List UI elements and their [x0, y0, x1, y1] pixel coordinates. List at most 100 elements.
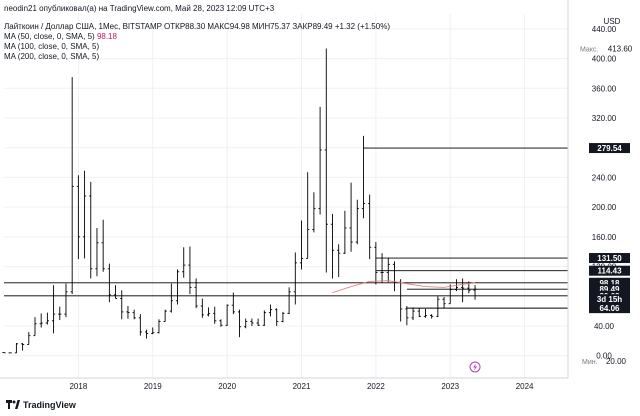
ohlc-bar	[250, 318, 254, 326]
x-tick-label: 2019	[144, 382, 162, 391]
max-marker-value: 413.60	[608, 44, 633, 53]
ohlc-bar	[275, 308, 279, 326]
price-label: 64.06	[589, 303, 630, 314]
ohlc-bar	[448, 284, 452, 305]
y-tick-label: 400.00	[592, 55, 617, 64]
ohlc-bar	[14, 343, 18, 354]
ohlc-bar	[256, 318, 260, 326]
ohlc-bar	[95, 227, 99, 277]
tradingview-footer[interactable]: TradingView	[6, 400, 76, 410]
ohlc-bar	[101, 219, 105, 272]
ohlc-bar	[132, 309, 136, 320]
ma50-legend-value: 98.18	[96, 32, 117, 41]
x-tick-label: 2021	[293, 382, 311, 391]
price-label-text: 98.18	[599, 279, 620, 288]
ohlc-bar	[144, 329, 149, 339]
ohlc-bar	[324, 48, 328, 273]
ohlc-bar	[231, 292, 235, 315]
price-label: 114.43	[589, 265, 630, 276]
ohlc-bar	[318, 106, 322, 215]
ohlc-bar	[436, 296, 440, 318]
ohlc-bar	[473, 285, 477, 300]
ohlc-bar	[392, 261, 397, 292]
ohlc-bar	[299, 220, 304, 270]
ohlc-bar	[182, 247, 186, 278]
ohlc-bar	[244, 318, 248, 329]
countdown-label-box	[589, 294, 630, 305]
ohlc-bar	[225, 304, 229, 326]
ohlc-bar	[399, 279, 403, 322]
price-label-box	[589, 277, 630, 288]
ma50-legend-label: MA (50, close, 0, SMA, 5)	[4, 32, 95, 41]
ohlc-bar	[262, 310, 266, 326]
ohlc-bar	[386, 258, 390, 283]
ohlc-bar	[368, 194, 372, 260]
ohlc-bar	[70, 77, 74, 295]
ohlc-bar	[27, 331, 31, 346]
ohlc-bar	[45, 312, 49, 325]
y-tick-label: 440.00	[592, 25, 617, 34]
ma200-legend-label: MA (200, close, 0, SMA, 5)	[4, 52, 100, 61]
ma100-legend[interactable]: MA (100, close, 0, SMA, 5)	[4, 42, 99, 52]
ohlc-bar	[200, 298, 204, 318]
countdown-label: 3d 15h	[589, 294, 630, 305]
ohlc-bar	[2, 352, 6, 354]
tradingview-logo-icon	[6, 400, 20, 409]
horizontal-levels	[4, 147, 568, 309]
y-tick-label: 40.00	[594, 322, 615, 331]
ohlc-bar	[380, 253, 384, 283]
ohlc-bar	[219, 319, 223, 327]
event-marker[interactable]	[469, 361, 481, 373]
min-marker-value: 20.00	[606, 357, 627, 366]
ohlc-bar	[213, 306, 217, 324]
publisher-line: neodin21 опубликовал(а) на TradingView.c…	[4, 4, 275, 13]
price-label-box	[589, 253, 630, 264]
x-tick-label: 2023	[441, 382, 459, 391]
ohlc-bar	[76, 175, 80, 260]
ohlc-bar	[405, 305, 409, 326]
ohlc-bar	[163, 309, 167, 322]
max-marker-label: Макс.	[580, 46, 598, 53]
price-label-box	[589, 284, 630, 295]
ohlc-bars	[2, 48, 477, 354]
price-label-text: 114.43	[597, 267, 622, 276]
ohlc-bar	[461, 278, 465, 303]
price-label-box	[589, 143, 630, 154]
y-tick-label: 200.00	[592, 203, 617, 212]
ohlc-bar	[237, 309, 242, 338]
ma200-legend[interactable]: MA (200, close, 0, SMA, 5)	[4, 52, 99, 62]
ohlc-bar	[411, 307, 415, 321]
ohlc-bar	[268, 304, 273, 317]
price-label: 89.49	[589, 284, 630, 295]
ohlc-bar	[337, 244, 341, 277]
ohlc-bar	[194, 278, 198, 309]
x-tick-label: 2020	[218, 382, 236, 391]
ohlc-bar	[355, 199, 359, 245]
ohlc-bar	[287, 287, 291, 315]
ohlc-bar	[82, 170, 87, 259]
ohlc-bar	[343, 210, 347, 254]
ohlc-bar	[113, 285, 118, 299]
price-label-text: 131.50	[597, 254, 622, 263]
ohlc-bar	[89, 181, 93, 279]
ohlc-bar	[64, 283, 68, 318]
ohlc-bar	[175, 269, 180, 305]
y-tick-label: 360.00	[592, 84, 617, 93]
price-label: 131.50	[589, 253, 630, 264]
ohlc-bar	[330, 213, 335, 279]
ohlc-bar	[423, 308, 428, 318]
ohlc-bar	[120, 290, 124, 320]
countdown-label-text: 3d 15h	[597, 295, 622, 304]
ohlc-bar	[33, 317, 37, 337]
price-label-text: 89.49	[599, 285, 620, 294]
ohlc-bar	[374, 242, 378, 285]
chart-axes: 0.0040.0080.00120.00160.00200.00240.0028…	[0, 0, 621, 391]
y-tick-label: 0.00	[596, 352, 612, 361]
currency-label: USD	[604, 17, 621, 26]
ma100-legend-label: MA (100, close, 0, SMA, 5)	[4, 42, 100, 51]
ma50-legend[interactable]: MA (50, close, 0, SMA, 5) 98.18	[4, 32, 117, 42]
ohlc-bar	[417, 308, 421, 318]
ohlc-bar	[442, 297, 446, 309]
y-tick-label: 240.00	[592, 173, 617, 182]
